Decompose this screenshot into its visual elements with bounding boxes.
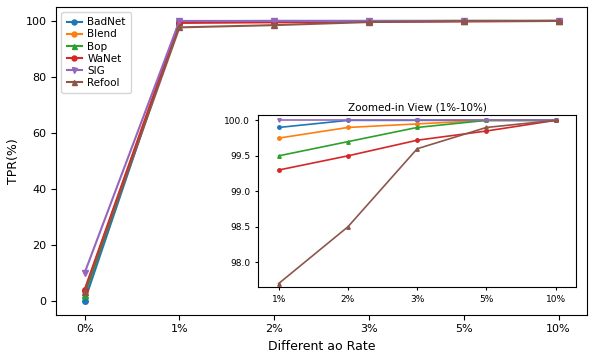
BadNet <box>81 299 89 303</box>
WaNet <box>460 19 467 23</box>
Refool <box>176 25 183 30</box>
BadNet <box>555 19 562 23</box>
Blend <box>271 19 278 23</box>
Line: WaNet: WaNet <box>82 18 561 292</box>
SIG <box>176 19 183 23</box>
WaNet <box>271 20 278 24</box>
Line: BadNet: BadNet <box>82 18 561 303</box>
BadNet <box>271 19 278 23</box>
SIG <box>271 19 278 23</box>
Blend <box>460 19 467 23</box>
Refool <box>460 19 467 23</box>
Line: Bop: Bop <box>82 18 561 298</box>
Line: Refool: Refool <box>82 18 561 295</box>
Y-axis label: TPR(%): TPR(%) <box>7 138 20 184</box>
Legend: BadNet, Blend, Bop, WaNet, SIG, Refool: BadNet, Blend, Bop, WaNet, SIG, Refool <box>61 12 131 93</box>
X-axis label: Different ao Rate: Different ao Rate <box>268 340 375 353</box>
Blend <box>176 19 183 24</box>
Refool <box>555 19 562 23</box>
BadNet <box>176 19 183 23</box>
Bop <box>365 19 372 23</box>
Line: Blend: Blend <box>82 18 561 294</box>
Bop <box>555 19 562 23</box>
WaNet <box>81 287 89 292</box>
SIG <box>460 19 467 23</box>
Blend <box>365 19 372 23</box>
Bop <box>81 293 89 297</box>
WaNet <box>365 19 372 24</box>
Refool <box>81 290 89 294</box>
Line: SIG: SIG <box>82 18 561 275</box>
Blend <box>81 289 89 293</box>
Blend <box>555 19 562 23</box>
WaNet <box>176 21 183 25</box>
Bop <box>460 19 467 23</box>
BadNet <box>365 19 372 23</box>
SIG <box>555 19 562 23</box>
SIG <box>81 271 89 275</box>
Bop <box>176 20 183 24</box>
Refool <box>365 20 372 24</box>
Bop <box>271 19 278 24</box>
SIG <box>365 19 372 23</box>
BadNet <box>460 19 467 23</box>
WaNet <box>555 19 562 23</box>
Refool <box>271 23 278 27</box>
